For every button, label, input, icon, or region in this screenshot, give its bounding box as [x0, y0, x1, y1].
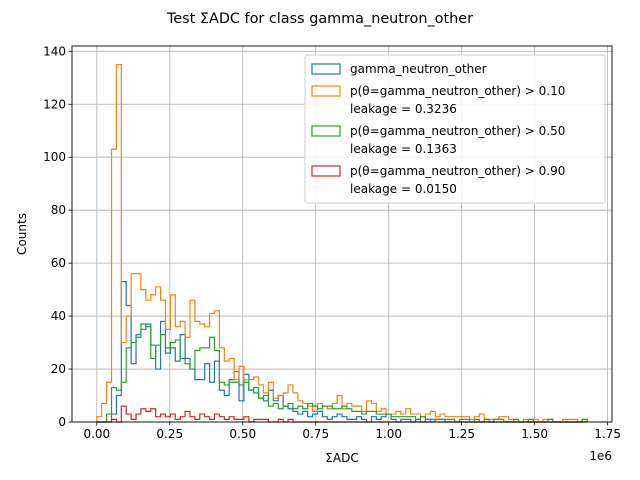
- x-tick-label: 0.50: [229, 427, 256, 441]
- x-tick-label: 1.50: [521, 427, 548, 441]
- x-axis-offset-label: 1e6: [589, 449, 612, 463]
- y-tick-label: 40: [51, 309, 66, 323]
- y-tick-label: 20: [51, 362, 66, 376]
- legend-swatch-series-p050: [311, 125, 341, 137]
- y-tick-label: 0: [58, 415, 66, 429]
- legend-label-series-p050: leakage = 0.1363: [350, 142, 457, 156]
- legend: gamma_neutron_other p(θ=gamma_neutron_oth…: [304, 54, 606, 204]
- x-tick-label: 1.25: [448, 427, 475, 441]
- x-tick-label: 1.00: [375, 427, 402, 441]
- x-tick-label: 1.75: [594, 427, 621, 441]
- chart-title: Test ΣADC for class gamma_neutron_other: [166, 11, 473, 27]
- y-tick-label: 80: [51, 203, 66, 217]
- y-tick-label: 140: [43, 44, 66, 58]
- legend-box: [304, 54, 606, 204]
- plot-frame: [71, 45, 613, 423]
- legend-label-series-p090: p(θ=gamma_neutron_other) > 0.90: [350, 164, 565, 178]
- legend-swatch-series-all: [311, 63, 341, 75]
- x-tick-label: 0.75: [302, 427, 329, 441]
- legend-label-series-p010: leakage = 0.3236: [350, 102, 457, 116]
- y-tick-label: 120: [43, 97, 66, 111]
- y-axis-ticks: 0 20 40 60 80 100 120 140: [43, 44, 72, 429]
- y-tick-label: 60: [51, 256, 66, 270]
- legend-label-series-p090: leakage = 0.0150: [350, 182, 457, 196]
- series-p050-histogram: [96, 323, 588, 423]
- legend-swatch-series-p090: [311, 165, 341, 177]
- y-axis-label: Counts: [15, 213, 29, 255]
- legend-label-series-all: gamma_neutron_other: [350, 62, 487, 76]
- x-tick-label: 0.25: [156, 427, 183, 441]
- x-tick-label: 0.00: [83, 427, 110, 441]
- x-axis-label: ΣADC: [325, 451, 358, 465]
- legend-label-series-p010: p(θ=gamma_neutron_other) > 0.10: [350, 84, 565, 98]
- legend-swatch-series-p010: [311, 85, 341, 97]
- y-tick-label: 100: [43, 150, 66, 164]
- legend-label-series-p050: p(θ=gamma_neutron_other) > 0.50: [350, 124, 565, 138]
- x-axis-ticks: 0.00 0.25 0.50 0.75 1.00 1.25 1.50 1.75: [83, 422, 621, 441]
